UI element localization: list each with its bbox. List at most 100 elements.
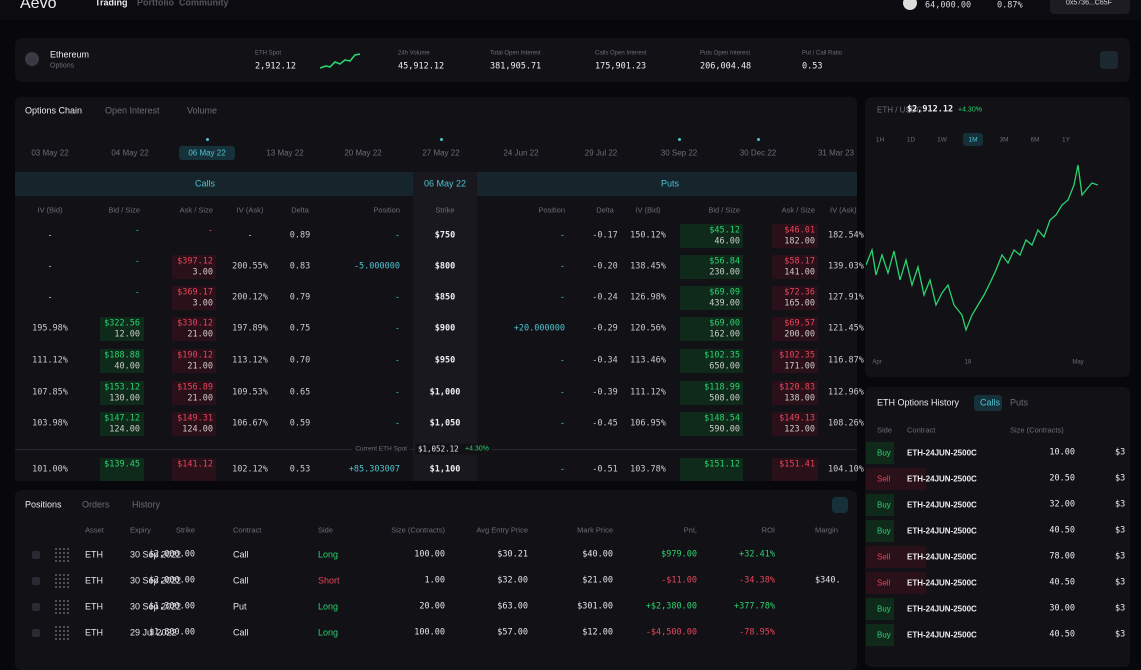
trade-side: Sell [877,474,891,484]
trade-size: 78.00 [1049,551,1075,562]
chain-tab[interactable]: Volume [187,105,218,116]
call-cell: - [394,355,400,366]
put-cell: 150.12% [630,230,666,241]
call-header: Bid / Size [108,205,140,215]
put-ask-highlight [772,412,818,436]
ask-highlight [172,458,216,482]
put-cell: 650.00 [709,361,740,372]
range-button[interactable]: 1D [906,136,916,144]
position-cell: +377.78% [734,601,775,612]
range-button[interactable]: 6M [1030,136,1040,144]
history-header: Side [877,425,893,435]
put-cell: 104.10% [828,464,864,475]
expiry-date[interactable]: 30 Sep 22 [660,148,698,158]
call-cell: - [134,256,140,267]
chain-tab[interactable]: Open Interest [105,105,160,116]
chain-clip [15,481,857,490]
put-cell: $118.99 [704,382,740,393]
history-tab[interactable]: Calls [980,397,1001,408]
trade-size: 32.00 [1049,499,1075,510]
put-cell: -0.20 [592,261,618,272]
call-cell: - [134,225,140,236]
nav-link[interactable]: Trading [95,0,128,8]
positions-header: Side [318,525,334,535]
sparkline [320,53,360,69]
expiry-date[interactable]: 06 May 22 [188,148,226,158]
position-cell: $57.00 [497,627,528,638]
range-button[interactable]: 1M [968,136,978,144]
expiry-date[interactable]: 13 May 22 [266,148,304,158]
position-cell: $63.00 [497,601,528,612]
range-button[interactable]: 3M [999,136,1009,144]
side-bar [866,494,894,516]
stat-value: 175,901.23 [595,61,647,72]
put-bid-highlight [680,412,743,436]
strike-price: $1,050 [429,418,461,429]
trade-price: $3 [1115,603,1126,614]
positions-tab[interactable]: Positions [25,499,62,510]
wallet-address[interactable]: 0x5736...C65F [1066,0,1112,7]
call-cell: 200.55% [232,261,268,272]
position-cell: Short [318,575,340,586]
history-header: Contract [907,425,936,435]
expiry-date[interactable]: 27 May 22 [422,148,460,158]
history-tab[interactable]: Puts [1010,397,1029,408]
range-button[interactable]: 1W [937,136,947,144]
position-cell: Call [233,575,249,586]
balance-icon [903,0,917,10]
call-cell: $190.12 [177,350,213,361]
position-cell: $340. [815,575,841,586]
expiry-date[interactable]: 29 Jul 22 [584,148,618,158]
puts-label: Puts [660,178,680,189]
call-cell: 103.98% [32,418,68,429]
put-header: Ask / Size [781,205,815,215]
put-bid-highlight [680,317,743,341]
balance: 64,000.00 [925,0,972,11]
positions-tab[interactable]: History [132,499,161,510]
call-cell: - [394,292,400,303]
call-cell: 0.75 [289,323,311,334]
put-cell: 171.00 [784,361,815,372]
put-cell: - [559,355,565,366]
position-cell: Call [233,549,249,560]
expiry-date[interactable]: 31 Mar 23 [817,148,855,158]
put-bid-highlight [680,381,743,405]
expiry-date[interactable]: 24 Jun 22 [503,148,539,158]
bid-highlight [100,412,144,436]
range-button[interactable]: 1H [875,136,885,144]
expiry-date[interactable]: 04 May 22 [111,148,149,158]
positions-tab[interactable]: Orders [82,499,110,510]
chain-tab[interactable]: Options Chain [25,105,83,116]
put-cell: 508.00 [709,393,740,404]
positions-header: Size (Contracts) [391,525,445,535]
chart-x-label: Apr [872,359,882,366]
chart-x-label: May [1072,359,1084,366]
ask-highlight [172,317,216,341]
position-cell: -$11.00 [661,575,697,586]
nav-link[interactable]: Community [179,0,229,8]
put-cell: -0.51 [592,464,618,475]
put-bid-highlight [680,349,743,373]
call-cell: 0.70 [289,355,311,366]
position-cell: ETH [85,549,103,560]
call-cell: $139.45 [104,459,140,470]
trade-price: $3 [1115,499,1126,510]
call-cell: - [207,225,213,236]
call-cell: -5.000000 [353,261,400,272]
position-cell: $21.00 [582,575,613,586]
position-cell: $2,000.00 [148,549,195,560]
put-header: Bid / Size [708,205,740,215]
range-button[interactable]: 1Y [1062,136,1070,144]
put-ask-highlight [772,255,818,279]
calls-header-bg [15,172,413,196]
expiry-date[interactable]: 20 May 22 [344,148,382,158]
expiry-date[interactable]: 03 May 22 [31,148,69,158]
stat-label: Puts Open Interest [700,50,751,57]
put-cell: 113.46% [630,355,666,366]
call-cell: 107.85% [32,387,68,398]
call-cell: 111.12% [32,355,68,366]
call-cell: 113.12% [232,355,268,366]
nav-link[interactable]: Portfolio [137,0,174,8]
put-cell: 162.00 [709,329,740,340]
expiry-date[interactable]: 30 Dec 22 [739,148,777,158]
